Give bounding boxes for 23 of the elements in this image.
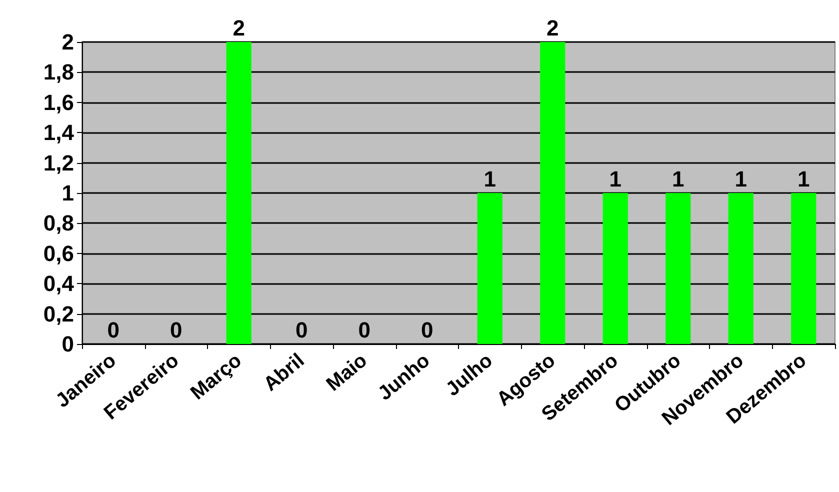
y-tick-label: 1,4 [43, 120, 75, 146]
y-tick-label: 1,8 [43, 60, 74, 85]
data-label: 2 [546, 16, 559, 40]
data-label: 1 [798, 166, 810, 192]
data-label: 1 [734, 166, 747, 192]
data-label: 0 [170, 318, 182, 342]
y-tick-label: 0,2 [43, 301, 74, 326]
y-tick-label: 0,8 [43, 210, 74, 236]
y-tick-label: 0,6 [43, 240, 74, 266]
y-tick-label: 2 [62, 30, 74, 54]
data-label: 0 [421, 318, 434, 342]
data-label: 0 [296, 318, 308, 342]
data-label: 1 [484, 166, 496, 192]
y-tick-label: 1 [62, 180, 74, 206]
data-label: 1 [609, 166, 622, 192]
y-tick-label: 1,6 [43, 90, 74, 115]
y-tick-label: 0,4 [43, 271, 75, 296]
data-label: 1 [672, 166, 684, 192]
data-label: 2 [232, 16, 245, 40]
y-tick-label: 0 [62, 332, 74, 356]
y-tick-label: 1,2 [43, 150, 74, 176]
data-label: 0 [358, 318, 370, 342]
data-label: 0 [107, 318, 120, 342]
